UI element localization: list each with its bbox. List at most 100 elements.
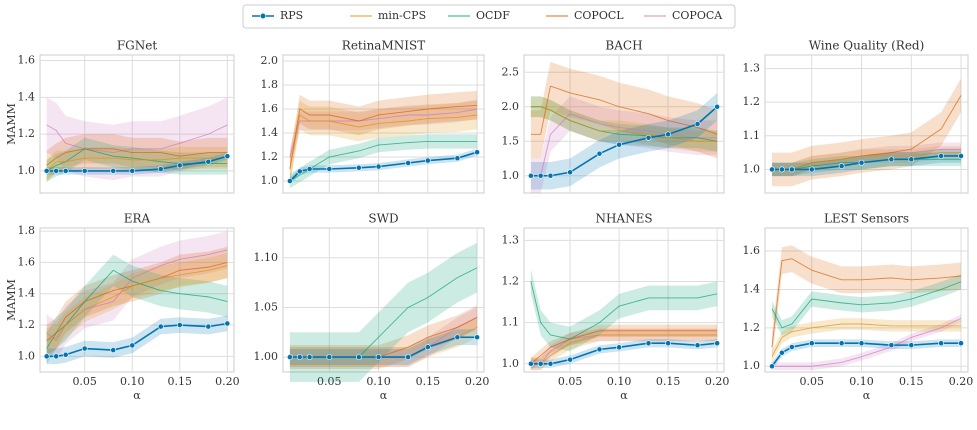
- y-tick-label: 1.6: [18, 255, 36, 268]
- point: [176, 162, 183, 169]
- y-tick-label: 1.2: [502, 274, 520, 287]
- point: [567, 169, 573, 176]
- point: [888, 156, 895, 163]
- point: [788, 166, 795, 173]
- y-tick-label: 1.0: [502, 169, 520, 182]
- point: [424, 157, 431, 164]
- y-tick-label: 1.8: [18, 224, 36, 237]
- series-line: [771, 342, 962, 367]
- y-tick-label: 1.2: [18, 318, 36, 331]
- error-band: [771, 145, 962, 177]
- legend-label: min-CPS: [378, 9, 426, 22]
- error-band: [289, 91, 478, 184]
- error-band: [771, 339, 962, 371]
- y-tick-label: 1.3: [502, 233, 520, 246]
- series-line: [289, 108, 478, 158]
- series-line: [530, 113, 718, 177]
- point: [788, 344, 795, 350]
- point: [205, 158, 212, 165]
- point: [779, 349, 785, 356]
- point: [81, 168, 88, 174]
- point: [355, 164, 362, 171]
- y-tick-label: 1.1: [743, 129, 761, 142]
- series-line: [530, 330, 718, 365]
- x-tick-label: 0.20: [705, 375, 730, 388]
- y-tick-label: 1.4: [18, 90, 36, 103]
- point: [110, 168, 117, 174]
- series-line: [289, 114, 478, 170]
- y-tick-label: 1.0: [18, 349, 36, 362]
- x-tick-label: 0.10: [120, 375, 145, 388]
- x-tick-label: 0.05: [317, 375, 342, 388]
- legend-label: OCDF: [476, 9, 510, 22]
- series-line: [530, 334, 718, 365]
- error-band: [289, 242, 478, 382]
- error-band: [46, 254, 228, 365]
- point: [286, 354, 293, 361]
- panel-title: LEST Sensors: [824, 212, 909, 226]
- panel-title: FGNet: [117, 39, 158, 53]
- point: [769, 363, 775, 370]
- point: [474, 149, 481, 156]
- point: [157, 166, 164, 172]
- error-band: [46, 152, 228, 175]
- series-line: [46, 155, 228, 172]
- point: [694, 121, 701, 127]
- error-band: [530, 324, 718, 370]
- point: [224, 153, 231, 160]
- point: [567, 356, 573, 363]
- x-axis-label: α: [380, 389, 388, 402]
- point: [537, 172, 544, 179]
- plot-area: [523, 227, 725, 373]
- point: [62, 168, 69, 174]
- point: [405, 160, 412, 166]
- y-tick-label: 1.3: [743, 61, 761, 74]
- point: [286, 178, 293, 184]
- y-tick-label: 1.0: [502, 357, 520, 370]
- panel-title: Wine Quality (Red): [809, 39, 925, 53]
- point: [694, 342, 701, 349]
- y-tick-label: 1.0: [18, 164, 36, 177]
- panel-title: NHANES: [595, 212, 652, 226]
- series-line: [771, 317, 962, 367]
- series-line: [530, 106, 718, 177]
- point: [808, 166, 815, 173]
- point: [53, 168, 60, 174]
- series-line: [771, 323, 962, 357]
- plot-area: [764, 227, 969, 373]
- y-tick-label: 1.4: [743, 282, 761, 295]
- series-line: [530, 85, 718, 135]
- point: [355, 354, 362, 361]
- x-tick-label: 0.15: [899, 375, 924, 388]
- x-tick-label: 0.20: [215, 375, 240, 388]
- y-tick-label: 1.1: [502, 316, 520, 329]
- y-tick-label: 1.6: [261, 102, 279, 115]
- panel-title: SWD: [368, 212, 398, 226]
- legend-label: COPOCA: [672, 9, 723, 22]
- series-line: [46, 265, 228, 342]
- point: [326, 166, 333, 172]
- series-line: [530, 281, 718, 340]
- point: [43, 168, 50, 174]
- error-band: [289, 317, 478, 368]
- point: [205, 323, 212, 330]
- point: [62, 351, 69, 358]
- series-line: [46, 261, 228, 342]
- x-tick-label: 0.05: [558, 375, 583, 388]
- point: [129, 342, 136, 349]
- point: [645, 134, 652, 141]
- y-tick-label: 1.8: [261, 78, 279, 91]
- point: [326, 354, 333, 361]
- error-band: [530, 328, 718, 370]
- point: [616, 141, 622, 148]
- series-line: [530, 106, 718, 142]
- point: [547, 172, 554, 179]
- plot-area: [39, 227, 235, 373]
- x-tick-label: 0.10: [849, 375, 874, 388]
- y-axis-label: MAMM: [5, 279, 18, 321]
- y-tick-label: 1.2: [743, 321, 761, 334]
- error-band: [46, 134, 228, 181]
- plot-area: [282, 227, 485, 373]
- point: [714, 340, 721, 347]
- point: [306, 166, 313, 172]
